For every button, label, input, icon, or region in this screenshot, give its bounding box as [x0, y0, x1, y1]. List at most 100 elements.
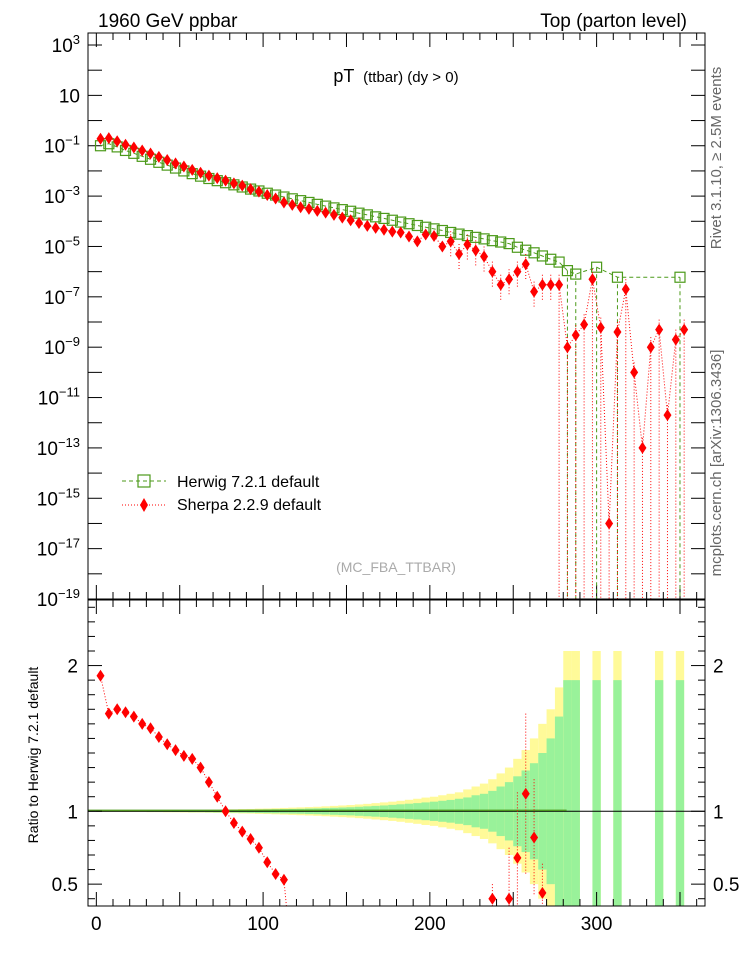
header-energy-label: 1960 GeV ppbar: [98, 11, 238, 32]
legend-marker-sherpa: [140, 498, 148, 512]
ratio-point-sherpa: [530, 831, 539, 844]
x-tick-label: 200: [414, 914, 446, 935]
ratio-point-sherpa: [254, 841, 263, 854]
ratio-point-sherpa: [221, 805, 230, 818]
ratio-panel: 0.5 0.5 1 1 2 2 0 100 200 300 Ratio to Herwig 7.…: [25, 599, 739, 935]
sherpa-point: [521, 258, 530, 271]
sherpa-point: [680, 323, 689, 336]
sherpa-point: [413, 235, 422, 248]
sherpa-point: [638, 441, 647, 454]
y-tick-label: 10−11: [38, 385, 80, 410]
y-tick-label: 10−3: [44, 183, 80, 208]
sherpa-point: [321, 206, 330, 219]
ratio-band-inner: [592, 680, 601, 906]
sherpa-point: [605, 517, 614, 530]
ratio-point-sherpa: [121, 706, 130, 719]
series-line-herwig: [100, 143, 680, 278]
sherpa-point: [346, 214, 355, 227]
top-x-axis: [95, 33, 698, 599]
sherpa-point: [146, 147, 155, 160]
main-panel: pT (ttbar) (dy > 0) (MC_FBA_TTBAR) 10310…: [37, 32, 706, 611]
ratio-point-sherpa: [104, 707, 113, 720]
herwig-point: [386, 214, 398, 226]
sherpa-point: [571, 329, 580, 342]
top-frame: [87, 32, 706, 600]
mcplots-source-label: mcplots.cern.ch [arXiv:1306.3436]: [708, 350, 725, 577]
herwig-point: [511, 241, 523, 253]
ratio-y-tick-label: 1: [67, 802, 78, 823]
sherpa-point: [371, 221, 380, 234]
ratio-point-sherpa: [488, 892, 497, 905]
sherpa-point: [438, 240, 447, 253]
sherpa-point: [96, 132, 105, 145]
sherpa-point: [471, 244, 480, 257]
sherpa-point: [338, 211, 347, 224]
y-tick-label: 10−17: [37, 536, 80, 561]
sherpa-point: [538, 278, 547, 291]
sherpa-point: [138, 144, 147, 157]
sherpa-point: [379, 223, 388, 236]
x-tick-label: 0: [91, 914, 102, 935]
ratio-point-sherpa: [96, 669, 105, 682]
ratio-point-sherpa: [179, 749, 188, 762]
sherpa-point: [546, 278, 555, 291]
x-tick-label: 300: [581, 914, 613, 935]
sherpa-point: [179, 160, 188, 173]
sherpa-point: [671, 333, 680, 346]
sherpa-point: [505, 273, 514, 286]
sherpa-point: [154, 150, 163, 163]
sherpa-point: [113, 135, 122, 148]
herwig-point: [528, 247, 540, 259]
legend-label-sherpa: Sherpa 2.2.9 default: [177, 497, 322, 514]
herwig-point: [520, 244, 532, 256]
ratio-frame: [87, 599, 706, 907]
ratio-point-sherpa: [196, 761, 205, 774]
ratio-y-tick-label: 0.5: [52, 875, 78, 896]
sherpa-point: [304, 202, 313, 215]
sherpa-point: [588, 273, 597, 286]
sherpa-point: [655, 323, 664, 336]
herwig-point: [478, 233, 490, 245]
sherpa-point: [421, 228, 430, 241]
sherpa-point: [246, 183, 255, 196]
ratio-series-line-sherpa: [100, 675, 287, 906]
ratio-y-tick-label-right: 2: [713, 657, 724, 678]
sherpa-point: [388, 225, 397, 238]
y-tick-label: 10−9: [44, 334, 80, 359]
y-tick-label: 10−19: [37, 586, 80, 611]
sherpa-point: [229, 177, 238, 190]
herwig-point: [470, 231, 482, 243]
sherpa-point: [188, 163, 197, 176]
ratio-point-sherpa: [163, 738, 172, 751]
sherpa-point: [196, 166, 205, 179]
herwig-point: [611, 271, 624, 283]
herwig-point: [411, 219, 423, 232]
ratio-point-sherpa: [238, 825, 247, 838]
ratio-point-sherpa: [146, 722, 155, 735]
ratio-point-sherpa: [538, 886, 547, 899]
y-tick-label: 10−7: [44, 284, 80, 309]
sherpa-point: [530, 285, 539, 298]
sherpa-point: [354, 217, 363, 230]
legend-entry-sherpa: Sherpa 2.2.9 default: [122, 497, 322, 514]
rivet-version-label: Rivet 3.1.10, ≥ 2.5M events: [708, 67, 725, 250]
sherpa-point: [254, 185, 263, 198]
sherpa-point: [104, 132, 113, 145]
chart-title-main: pT: [333, 66, 354, 86]
ratio-point-sherpa: [188, 752, 197, 765]
ratio-band-inner: [571, 680, 580, 906]
sherpa-point: [480, 250, 489, 263]
herwig-point: [674, 271, 686, 283]
sherpa-point: [580, 318, 589, 331]
sherpa-point: [596, 321, 605, 334]
sherpa-point: [621, 283, 630, 296]
ratio-point-sherpa: [246, 832, 255, 845]
sherpa-point: [263, 189, 272, 202]
ratio-band-inner: [613, 680, 622, 906]
sherpa-point: [446, 235, 455, 248]
sherpa-point: [613, 326, 622, 339]
ratio-band-inner: [675, 680, 685, 906]
sherpa-point: [163, 154, 172, 167]
ratio-y-tick-label: 2: [67, 657, 78, 678]
